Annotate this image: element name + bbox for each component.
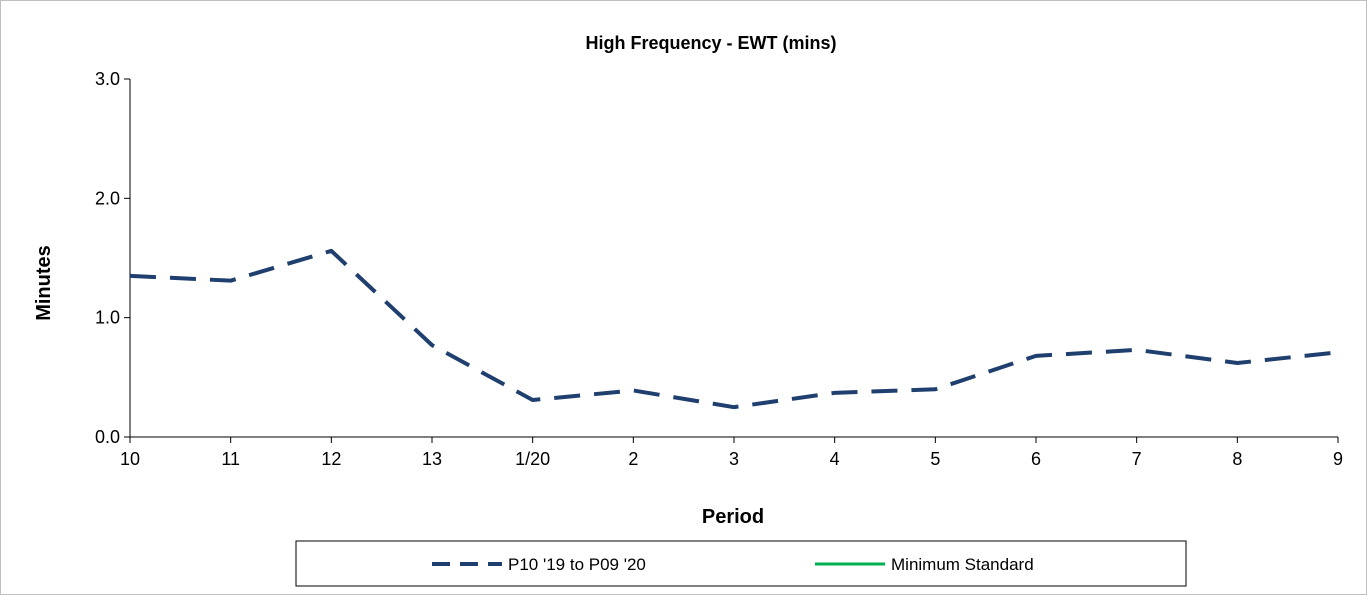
data-point (733, 406, 736, 409)
x-tick-label: 7 (1132, 449, 1142, 469)
y-axis-title: Minutes (33, 245, 55, 321)
legend-label-series-2: Minimum Standard (891, 555, 1034, 574)
x-tick-label: 1/20 (515, 449, 550, 469)
legend-label-series-1: P10 '19 to P09 '20 (508, 555, 646, 574)
y-tick-label: 0.0 (95, 427, 120, 447)
x-tick-label: 2 (628, 449, 638, 469)
data-point (129, 274, 132, 277)
data-point (833, 391, 836, 394)
y-tick-label: 1.0 (95, 308, 120, 328)
series-line-1 (129, 248, 1339, 410)
x-tick-label: 5 (930, 449, 940, 469)
data-point (531, 399, 534, 402)
series-layer (129, 248, 1340, 410)
x-tick-label: 9 (1333, 449, 1343, 469)
data-point (229, 279, 232, 282)
y-axis-ticks: 0.0 1.0 2.0 3.0 (95, 69, 130, 447)
x-tick-label: 11 (221, 449, 240, 469)
x-tick-label: 6 (1031, 449, 1041, 469)
y-tick-label: 2.0 (95, 188, 120, 208)
x-tick-label: 8 (1232, 449, 1242, 469)
chart-title: High Frequency - EWT (mins) (585, 33, 836, 53)
legend: P10 '19 to P09 '20 Minimum Standard (295, 540, 1187, 587)
data-point (431, 344, 434, 347)
data-point (934, 388, 937, 391)
data-point (330, 249, 333, 252)
x-axis-title: Period (702, 506, 764, 528)
data-point (632, 389, 635, 392)
data-point (1135, 348, 1138, 351)
data-point (1236, 362, 1239, 365)
x-tick-label: 3 (729, 449, 739, 469)
data-point (1035, 354, 1038, 357)
x-tick-label: 12 (321, 449, 341, 469)
x-tick-label: 10 (120, 449, 140, 469)
data-point (1337, 351, 1340, 354)
x-tick-label: 4 (830, 449, 840, 469)
legend-box (295, 540, 1187, 587)
x-axis-ticks: 10 11 12 13 1/20 2 3 4 5 6 7 8 9 (120, 437, 1343, 469)
y-tick-label: 3.0 (95, 69, 120, 89)
x-tick-label: 13 (422, 449, 442, 469)
